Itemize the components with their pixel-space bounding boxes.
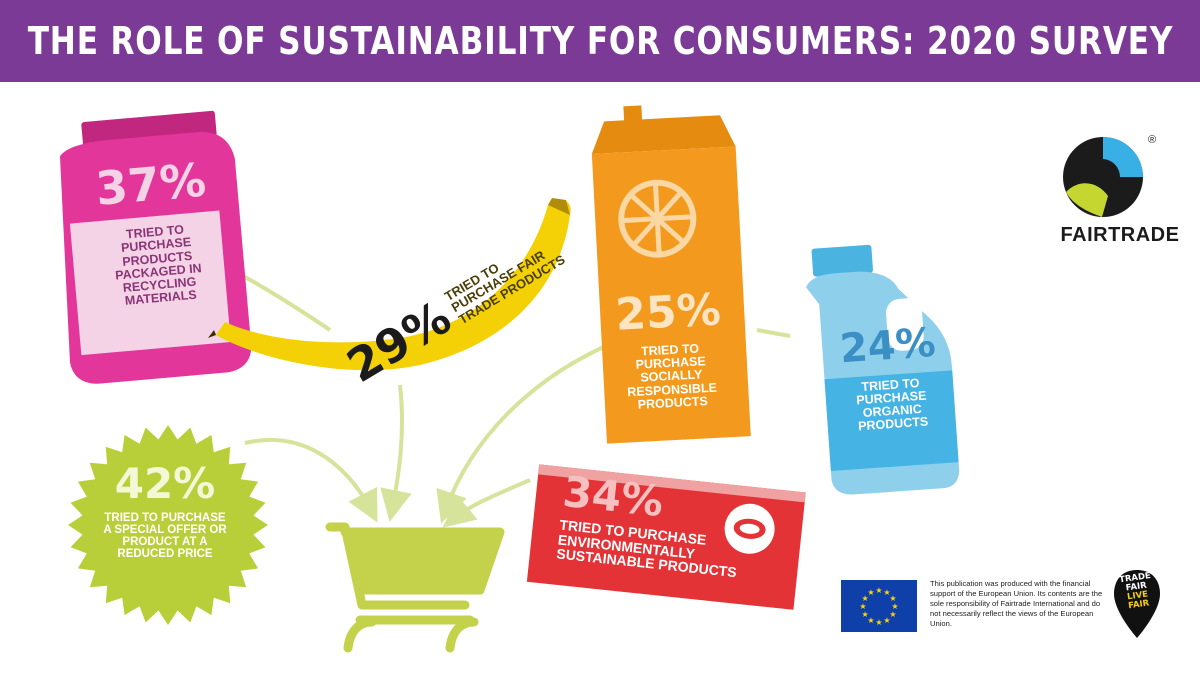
stat-special-offer-value: 42% xyxy=(114,459,216,508)
jar-icon xyxy=(59,110,252,384)
eu-star: ★ xyxy=(875,618,882,627)
shopping-cart-icon xyxy=(325,522,505,653)
juice-carton-icon xyxy=(591,105,751,444)
fairtrade-wordmark: FAIRTRADE xyxy=(1060,224,1180,246)
arrow-from-bar xyxy=(442,478,531,528)
eu-star: ★ xyxy=(859,602,866,611)
stat-recycling: 37% TRIED TO PURCHASE PRODUCTS PACKAGED … xyxy=(74,152,236,312)
stat-socially-label: TRIED TO PURCHASE SOCIALLY RESPONSIBLE P… xyxy=(626,341,718,412)
fairtrade-logo-icon xyxy=(1063,137,1143,217)
eu-star: ★ xyxy=(891,602,898,611)
stat-socially: 25% TRIED TO PURCHASE SOCIALLY RESPONSIB… xyxy=(607,284,733,413)
stat-organic-label: TRIED TO PURCHASE ORGANIC PRODUCTS xyxy=(855,375,929,434)
eu-star: ★ xyxy=(867,616,874,625)
eu-star: ★ xyxy=(867,588,874,597)
eu-flag-icon: ★ ★ ★ ★ ★ ★ ★ ★ ★ ★ ★ ★ xyxy=(841,580,917,632)
eu-star: ★ xyxy=(862,610,869,619)
starburst-badge-icon xyxy=(68,425,268,625)
eu-star: ★ xyxy=(889,594,896,603)
stat-special-offer-label: TRIED TO PURCHASE A SPECIAL OFFER OR PRO… xyxy=(103,512,227,561)
banana-icon xyxy=(208,198,571,371)
stat-recycling-label: TRIED TO PURCHASE PRODUCTS PACKAGED IN R… xyxy=(114,222,203,308)
arrow-from-badge xyxy=(244,438,378,523)
title-banner: THE ROLE OF SUSTAINABILITY FOR CONSUMERS… xyxy=(0,0,1200,82)
milk-bottle-icon xyxy=(806,244,960,495)
stat-organic: 24% TRIED TO PURCHASE ORGANIC PRODUCTS xyxy=(826,319,953,436)
stat-recycling-value: 37% xyxy=(93,152,208,216)
stat-organic-value: 24% xyxy=(838,319,938,373)
eu-disclaimer: This publication was produced with the f… xyxy=(930,579,1103,628)
trade-fair-live-fair-logo: TRADE FAIR LIVE FAIR xyxy=(1112,568,1162,640)
stat-socially-value: 25% xyxy=(614,284,722,341)
page-title: THE ROLE OF SUSTAINABILITY FOR CONSUMERS… xyxy=(27,19,1173,63)
eu-star: ★ xyxy=(889,610,896,619)
chocolate-bar-icon xyxy=(526,464,806,610)
eu-star: ★ xyxy=(883,616,890,625)
stat-special-offer: 42% TRIED TO PURCHASE A SPECIAL OFFER OR… xyxy=(95,459,235,561)
eu-star: ★ xyxy=(862,594,869,603)
arrow-from-carton xyxy=(436,343,609,524)
registered-mark: ® xyxy=(1148,134,1157,146)
eu-star: ★ xyxy=(883,588,890,597)
arrow-from-banana xyxy=(380,384,412,522)
fairtrade-logo: FAIRTRADE xyxy=(1060,128,1180,247)
arrow-carton-bottle xyxy=(756,328,791,338)
eu-star: ★ xyxy=(875,586,882,595)
